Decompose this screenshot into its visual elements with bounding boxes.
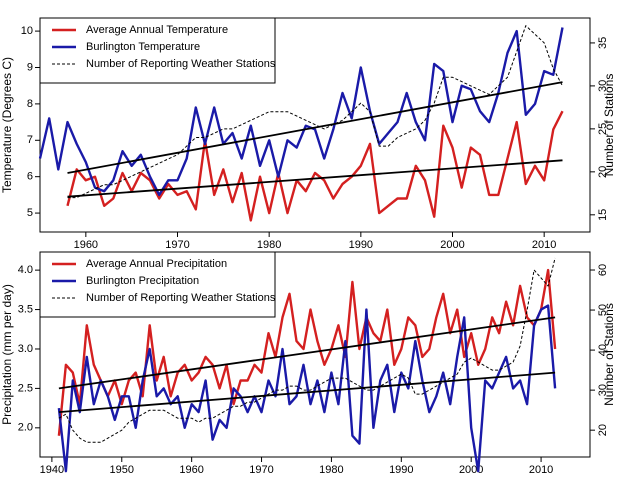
series-line xyxy=(67,25,563,199)
y2-axis-title: Number of Stations xyxy=(602,303,616,406)
trend-line xyxy=(58,371,556,413)
x-tick-label: 1950 xyxy=(110,464,134,476)
y2-tick-label: 30 xyxy=(597,80,609,92)
y-tick-label: 6 xyxy=(27,171,33,183)
x-tick-label: 2000 xyxy=(440,239,464,251)
legend-label: Number of Reporting Weather Stations xyxy=(86,292,276,304)
y-tick-label: 4.0 xyxy=(18,264,33,276)
legend-label: Burlington Precipitation xyxy=(86,275,199,287)
y-tick-label: 5 xyxy=(27,207,33,219)
x-tick-label: 1980 xyxy=(257,239,281,251)
y2-axis-title: Number of Stations xyxy=(602,74,616,177)
y2-tick-label: 15 xyxy=(597,209,609,221)
x-tick-label: 1970 xyxy=(249,464,273,476)
y2-tick-label: 25 xyxy=(597,123,609,135)
plot-frame xyxy=(39,251,591,458)
series-line xyxy=(38,27,564,197)
y-axis-title: Temperature (Degrees C) xyxy=(0,57,14,193)
legend-box xyxy=(39,251,276,318)
trend-line xyxy=(58,316,556,390)
x-tick-label: 1980 xyxy=(319,464,343,476)
trend-line xyxy=(67,159,563,198)
series-line xyxy=(66,110,564,222)
x-tick-label: 1990 xyxy=(349,239,373,251)
y2-tick-label: 60 xyxy=(597,264,609,276)
legend-box xyxy=(39,17,276,84)
trend-line xyxy=(67,81,563,174)
y-tick-label: 8 xyxy=(27,98,33,110)
x-tick-label: 2010 xyxy=(532,239,556,251)
x-tick-label: 1990 xyxy=(389,464,413,476)
x-tick-label: 1940 xyxy=(40,464,64,476)
y-tick-label: 2.0 xyxy=(18,422,33,434)
y-tick-label: 10 xyxy=(21,25,33,37)
x-tick-label: 1960 xyxy=(74,239,98,251)
y2-tick-label: 50 xyxy=(597,304,609,316)
y2-tick-label: 35 xyxy=(597,37,609,49)
y-tick-label: 7 xyxy=(27,134,33,146)
y2-tick-label: 20 xyxy=(597,424,609,436)
x-tick-label: 2010 xyxy=(529,464,553,476)
y-tick-label: 2.5 xyxy=(18,382,33,394)
legend-label: Average Annual Temperature xyxy=(86,24,228,36)
y2-tick-label: 30 xyxy=(597,384,609,396)
y-tick-label: 3.0 xyxy=(18,343,33,355)
x-tick-label: 1970 xyxy=(165,239,189,251)
y-tick-label: 9 xyxy=(27,61,33,73)
series-line xyxy=(57,304,557,473)
x-tick-label: 1960 xyxy=(179,464,203,476)
legend-label: Burlington Temperature xyxy=(86,41,200,53)
legend-label: Average Annual Precipitation xyxy=(86,258,227,270)
y2-tick-label: 40 xyxy=(597,344,609,356)
plot-frame xyxy=(39,17,591,233)
y-tick-label: 3.5 xyxy=(18,303,33,315)
y2-tick-label: 20 xyxy=(597,166,609,178)
legend-label: Number of Reporting Weather Stations xyxy=(86,58,276,70)
y-axis-title: Precipitation (mm per day) xyxy=(0,284,14,425)
series-line xyxy=(58,257,556,443)
